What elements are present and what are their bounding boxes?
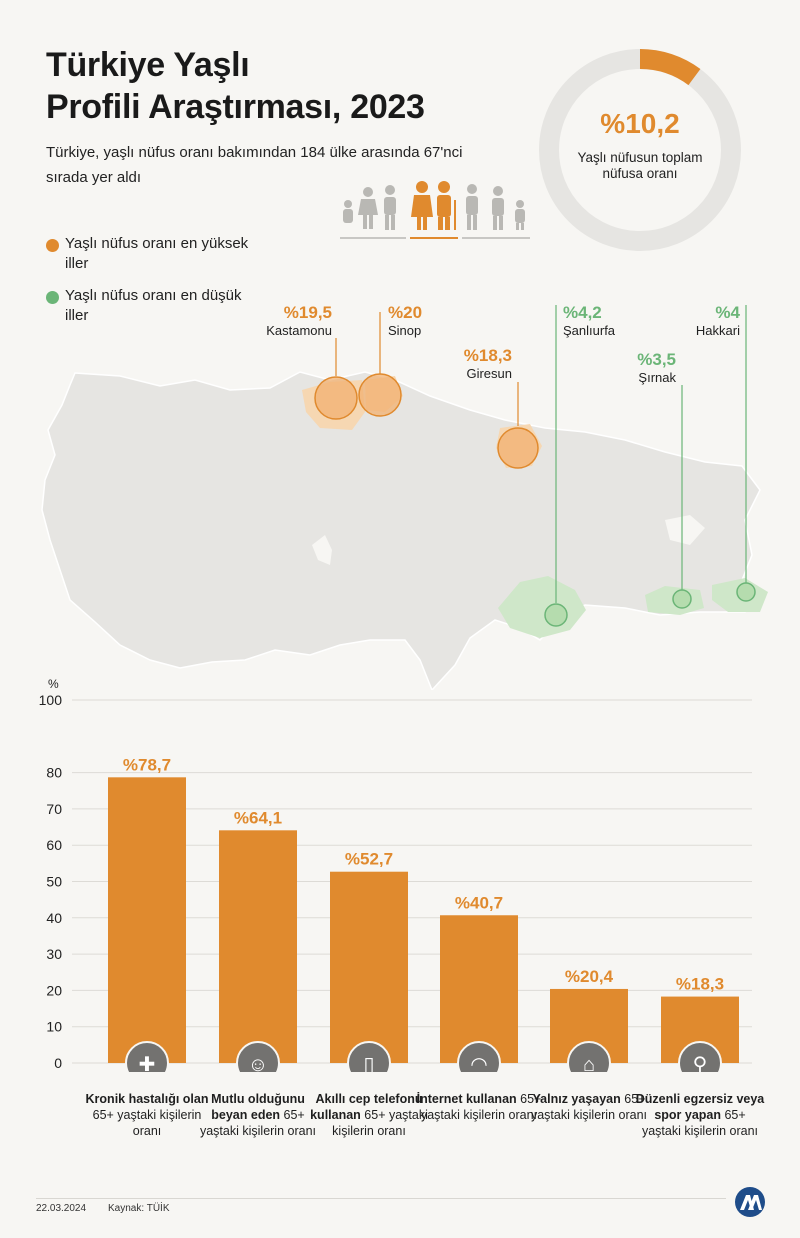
donut-arc [539, 49, 741, 251]
agency-logo-icon [735, 1187, 765, 1217]
y-axis-label: % [48, 677, 59, 691]
y-tick-label: 60 [46, 837, 62, 853]
icon-glyph: ✚ [139, 1054, 156, 1072]
city-name: Hakkari [695, 323, 740, 338]
city-name: Kastamonu [266, 323, 332, 338]
bar-category-label: Yalnız yaşayan 65+ yaştaki kişilerin ora… [524, 1091, 654, 1123]
icon-glyph: ⌂ [583, 1054, 595, 1072]
smartphone-icon [347, 1041, 391, 1072]
city-name: Şanlıurfa [563, 323, 616, 338]
city-value: %20 [388, 303, 423, 322]
medical-cross-icon [125, 1041, 169, 1072]
bar-value-label: %78,7 [123, 755, 171, 774]
bar-category-label: Kronik hastalığı olan 65+ yaştaki kişile… [82, 1091, 212, 1139]
title-line-2: Profili Araştırması, 2023 [46, 88, 425, 126]
y-tick-label: 40 [46, 910, 62, 926]
y-tick-label: 0 [54, 1055, 62, 1071]
city-name: Şırnak [638, 370, 676, 385]
city-kastamonu: %19,5 Kastamonu [256, 303, 332, 338]
bar-category-label-bold: İnternet kullanan [416, 1092, 517, 1106]
footer-source: Kaynak: TÜİK [108, 1203, 170, 1214]
city-value: %3,5 [637, 350, 676, 369]
page-title: Türkiye Yaşlı Profili Araştırması, 2023 [46, 44, 425, 128]
bar-category-label-rest: 65+ yaştaki kişilerin oranı [641, 1108, 758, 1138]
city-hakkari: %4 Hakkari [668, 303, 740, 338]
y-tick-label: 70 [46, 801, 62, 817]
lake-van [665, 515, 705, 545]
y-tick-label: 10 [46, 1019, 62, 1035]
wifi-icon [457, 1041, 501, 1072]
city-value: %19,5 [283, 303, 332, 322]
title-line-1: Türkiye Yaşlı [46, 46, 250, 84]
y-tick-label: 100 [39, 692, 63, 708]
donut-label: Yaşlı nüfusun toplam nüfusa oranı [577, 150, 703, 181]
bar-category-label-rest: 65+ yaştaki kişilerin oranı [92, 1108, 202, 1138]
city-sinop: %20 Sinop [388, 303, 422, 338]
bar-value-label: %40,7 [455, 893, 503, 912]
y-tick-label: 20 [46, 982, 62, 998]
bar-category-label-bold: Kronik hastalığı olan [85, 1092, 209, 1106]
bar-category-label: Akıllı cep telefonu kullanan 65+ yaştaki… [304, 1091, 434, 1139]
lake-tuz [312, 535, 332, 565]
marker-kastamonu [314, 376, 358, 420]
family-generations-icon [340, 181, 530, 239]
bar-value-label: %20,4 [565, 967, 614, 986]
marker-hakkari [736, 582, 756, 602]
bar-category-label: İnternet kullanan 65+ yaştaki kişilerin … [414, 1091, 544, 1123]
legend-high-label: Yaşlı nüfus oranı en yüksek iller [65, 235, 249, 272]
bar-category-label-bold: Yalnız yaşayan [532, 1092, 621, 1106]
bar-value-label: %18,3 [676, 975, 724, 994]
bar-value-label: %52,7 [345, 850, 393, 869]
y-tick-label: 50 [46, 874, 62, 890]
bar-category-label-bold: Düzenli egzersiz veya spor yapan [635, 1092, 765, 1122]
city-giresun: %18,3 Giresun [440, 346, 512, 381]
bar [108, 777, 186, 1063]
happy-couple-icon [236, 1041, 280, 1072]
city-sirnak: %3,5 Şırnak [606, 350, 676, 385]
city-value: %18,3 [463, 346, 512, 365]
footer-date: 22.03.2024 [36, 1203, 87, 1214]
city-name: Sinop [388, 323, 422, 338]
marker-giresun [497, 427, 539, 469]
bar [440, 915, 518, 1063]
bar-category-label-rest: 65+ yaştaki kişilerin oranı [332, 1108, 428, 1138]
y-tick-label: 30 [46, 946, 62, 962]
city-value: %4,2 [563, 303, 602, 322]
bar-value-label: %64,1 [234, 808, 282, 827]
legend-low-label: Yaşlı nüfus oranı en düşük iller [65, 287, 242, 324]
bar-category-label-bold: Mutlu olduğunu beyan eden [211, 1092, 305, 1122]
icon-glyph: ◠ [470, 1054, 487, 1072]
green-dot-icon [46, 291, 59, 304]
city-sanliurfa: %4,2 Şanlıurfa [563, 303, 615, 338]
icon-glyph: ☺ [248, 1054, 268, 1072]
house-elder-icon [567, 1041, 611, 1072]
bar-category-label-rest: 65+ yaştaki kişilerin oranı [199, 1108, 316, 1138]
bar-category-label-bold: Akıllı cep telefonu kullanan [310, 1092, 423, 1122]
orange-dot-icon [46, 239, 59, 252]
bar-category-label-rest: 65+ yaştaki kişilerin oranı [420, 1092, 542, 1122]
city-value: %4 [715, 303, 740, 322]
marker-sanliurfa [544, 603, 568, 627]
bar [330, 871, 408, 1063]
y-tick-label: 80 [46, 765, 62, 781]
icon-glyph: ⚲ [693, 1054, 708, 1072]
icon-glyph: ▯ [363, 1054, 374, 1072]
bar-category-label: Düzenli egzersiz veya spor yapan 65+ yaş… [635, 1091, 765, 1139]
map-land [41, 371, 762, 690]
marker-sinop [358, 373, 402, 417]
runner-icon [678, 1041, 722, 1072]
city-name: Giresun [466, 366, 512, 381]
bar-category-label: Mutlu olduğunu beyan eden 65+ yaştaki ki… [193, 1091, 323, 1139]
turkey-map [41, 305, 768, 690]
bar-category-label-rest: 65+ yaştaki kişilerin oranı [530, 1092, 647, 1122]
bar-chart: % 0 10 20 30 40 50 60 70 80 100 %78,7 %64,1 %52,7 %40… [39, 677, 752, 1072]
donut-value: %10,2 [600, 108, 680, 139]
page-subtitle: Türkiye, yaşlı nüfus oranı bakımından 18… [46, 144, 463, 186]
elderly-ratio-donut [539, 49, 741, 251]
marker-sirnak [672, 589, 692, 609]
bar [219, 830, 297, 1063]
footer-divider [36, 1198, 726, 1199]
